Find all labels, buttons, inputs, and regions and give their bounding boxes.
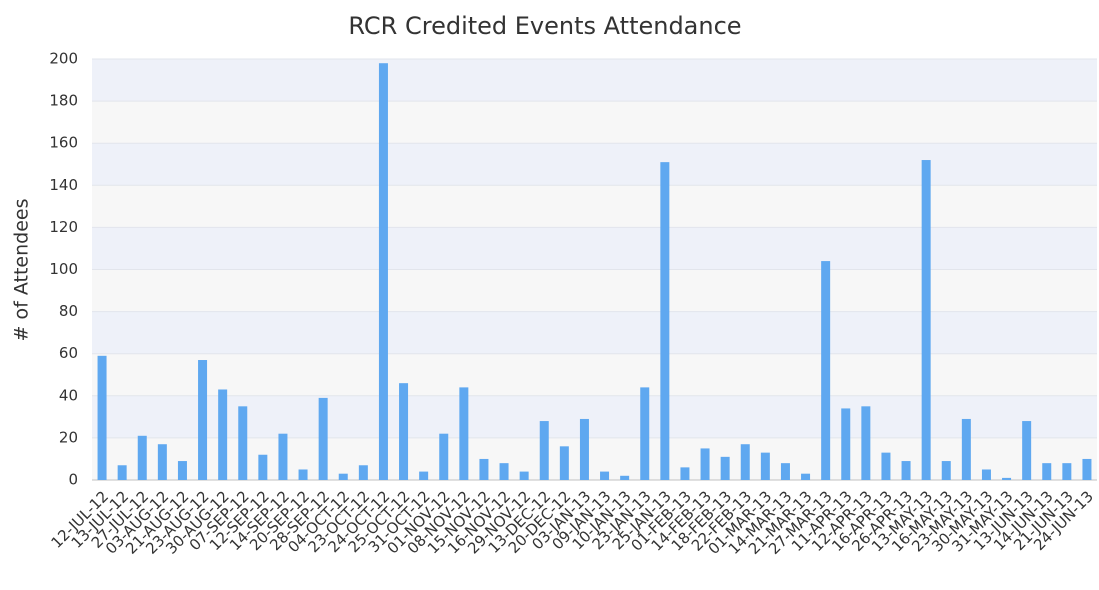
bar [1042,463,1052,480]
bar [459,387,469,480]
y-tick-label: 120 [49,218,78,236]
bar [981,469,991,480]
bar [318,397,328,480]
bar [1002,477,1012,480]
y-tick-label: 160 [49,134,78,152]
bar [640,387,650,480]
bar [801,473,811,480]
bar [1062,463,1072,480]
bar [760,452,770,480]
bar [841,408,851,480]
bar [720,456,730,480]
bar [961,418,971,480]
bar [579,418,589,480]
bar [941,461,951,480]
bar [479,458,489,480]
bar [901,461,911,480]
bar [97,355,107,480]
grid-band [92,185,1097,228]
grid-band [92,353,1097,396]
chart-title: RCR Credited Events Attendance [348,12,741,40]
bar [238,406,248,480]
bar [600,471,610,480]
bar [620,475,630,480]
bar [499,463,509,480]
y-tick-label: 0 [68,471,78,489]
grid-band [92,269,1097,312]
bar [157,444,167,480]
bar [559,446,569,480]
grid-band [92,59,1097,102]
y-tick-label: 60 [59,344,78,362]
bar [861,406,871,480]
bar [700,448,710,480]
bar [378,63,388,481]
bar [198,360,208,480]
bar [419,471,429,480]
bar [338,473,348,480]
bar [298,469,308,480]
bar [278,433,288,480]
bar [258,454,268,480]
grid-band [92,227,1097,270]
grid-band [92,311,1097,354]
bar [1082,458,1092,480]
y-tick-label: 200 [49,50,78,68]
y-tick-label: 80 [59,302,78,320]
y-axis-label: # of Attendees [11,199,33,342]
bar [921,160,931,481]
bar [358,465,368,480]
y-tick-label: 180 [49,92,78,110]
bar [117,465,127,480]
bar [821,261,831,480]
bar [519,471,529,480]
bar [660,162,670,480]
bar [881,452,891,480]
bar [780,463,790,480]
y-tick-label: 100 [49,260,78,278]
bar [539,421,549,480]
bar [399,383,409,480]
bar [439,433,449,480]
grid-band [92,143,1097,186]
y-tick-label: 40 [59,386,78,404]
y-tick-label: 140 [49,176,78,194]
bar [218,389,228,480]
bar [740,444,750,480]
bar [1022,421,1032,480]
bar [177,461,187,480]
y-tick-label: 20 [59,428,78,446]
bar [680,467,690,480]
bar [137,435,147,480]
grid-band [92,101,1097,144]
